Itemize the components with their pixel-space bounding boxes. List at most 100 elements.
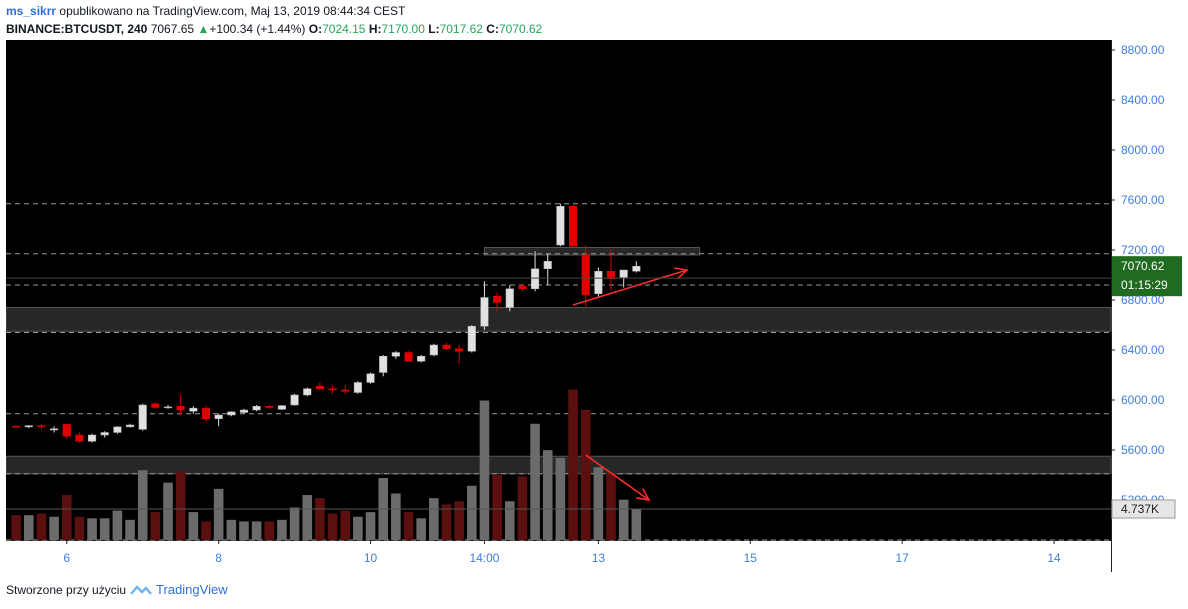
volume-bar: [391, 493, 401, 540]
open-label: O:: [308, 22, 323, 36]
candle-body: [366, 373, 375, 383]
volume-bar: [580, 409, 591, 540]
volume-bar: [74, 516, 85, 540]
volume-bar: [125, 519, 135, 540]
volume-bar: [112, 510, 123, 540]
volume-bar: [365, 512, 376, 540]
volume-bar: [429, 498, 439, 540]
high-value: 7170.00: [381, 22, 425, 36]
candle-body: [467, 326, 476, 352]
price-axis-label: 8000.00: [1121, 143, 1165, 157]
volume-bar: [504, 501, 515, 540]
time-axis-label: 14:00: [469, 551, 499, 565]
candle-body: [88, 434, 97, 442]
tradingview-brand[interactable]: TradingView: [156, 582, 228, 597]
triangle-up-icon: ▲: [197, 22, 210, 36]
volume-bar: [403, 512, 414, 540]
candle-body: [239, 409, 249, 413]
volume-bar: [289, 507, 300, 540]
volume-bar: [188, 512, 199, 540]
candle-body: [518, 286, 527, 289]
close-label: C:: [486, 22, 499, 36]
time-axis-label: 17: [895, 551, 909, 565]
volume-bar: [264, 521, 275, 540]
candle-body: [619, 269, 628, 278]
time-axis-label: 6: [63, 551, 70, 565]
volume-bar: [49, 516, 59, 540]
chart-header-ohlc: BINANCE:BTCUSDT, 240 7067.65 ▲+100.34 (+…: [6, 22, 542, 36]
published-text: opublikowano na TradingView.com, Maj 13,…: [59, 4, 406, 18]
candle-body: [455, 348, 464, 352]
candle-body: [556, 206, 565, 246]
author-name[interactable]: ms_sikrr: [6, 4, 57, 18]
candle-body: [37, 425, 46, 427]
volume-bar: [542, 450, 553, 540]
volume-bar: [61, 495, 72, 540]
volume-bar: [555, 457, 566, 540]
candle-body: [75, 434, 84, 442]
volume-bar: [466, 485, 477, 540]
volume-badge: [1111, 499, 1176, 519]
candle-body: [505, 288, 514, 308]
candle-body: [429, 344, 438, 356]
candle-body: [315, 386, 324, 389]
chart-header-publish: ms_sikrr opublikowano na TradingView.com…: [6, 4, 405, 18]
chart-area[interactable]: 5200.005600.006000.006400.006800.007200.…: [6, 40, 1182, 572]
candle-body: [632, 266, 641, 272]
annotation-arrow-line: [572, 269, 688, 306]
volume-bar: [302, 495, 313, 540]
volume-bar: [99, 518, 110, 540]
candle-body: [138, 404, 147, 430]
time-axis-label: 8: [215, 551, 222, 565]
volume-bar: [36, 513, 47, 540]
time-axis-label: 13: [592, 551, 606, 565]
time-axis-label: 14: [1047, 551, 1061, 565]
last-price: 7067.65: [150, 22, 195, 36]
price-axis-label: 7600.00: [1121, 193, 1165, 207]
volume-bar: [251, 521, 262, 540]
price-axis-label: 8400.00: [1121, 93, 1165, 107]
candle-body: [379, 356, 388, 373]
support-resistance-zone: [6, 307, 1112, 332]
time-axis-background: [6, 540, 1111, 572]
candle-body: [493, 296, 502, 303]
candle-body: [151, 403, 160, 408]
volume-bar: [175, 471, 186, 540]
volume-bar: [492, 474, 502, 540]
candle-body: [290, 394, 299, 406]
annotation-arrow-head: [674, 267, 689, 280]
volume-bar: [163, 482, 173, 540]
footer: Stworzone przy użyciu TradingView: [6, 582, 228, 597]
candle-body: [277, 405, 286, 410]
annotation-arrow-line: [585, 454, 650, 501]
volume-bar: [631, 509, 642, 540]
open-value: 7024.15: [322, 22, 366, 36]
volume-label: 4.737K: [1121, 502, 1159, 516]
price-axis-label: 6800.00: [1121, 293, 1165, 307]
candle-body: [227, 411, 236, 416]
candle-body: [125, 424, 135, 428]
candle-body: [417, 356, 426, 362]
volume-bar: [213, 488, 224, 540]
volume-bar: [11, 515, 21, 540]
volume-bar: [201, 521, 211, 540]
price-axis-label: 6000.00: [1121, 393, 1165, 407]
price-change: +100.34 (+1.44%): [209, 22, 306, 36]
candle-body: [176, 406, 185, 411]
last-price-badge: [1112, 256, 1182, 297]
candlestick-chart[interactable]: 5200.005600.006000.006400.006800.007200.…: [6, 40, 1182, 572]
volume-bar: [315, 498, 325, 540]
low-value: 7017.62: [439, 22, 483, 36]
price-axis-label: 6400.00: [1121, 343, 1165, 357]
annotation-arrow-head: [636, 488, 651, 502]
candle-body: [569, 206, 578, 247]
volume-bar: [150, 512, 161, 540]
candle-body: [353, 382, 362, 393]
volume-bar: [353, 516, 363, 540]
price-axis-label: 5600.00: [1121, 443, 1165, 457]
price-axis-label: 8800.00: [1121, 43, 1165, 57]
volume-bar: [23, 515, 34, 540]
candle-body: [265, 406, 274, 408]
time-axis-label: 15: [744, 551, 758, 565]
volume-bar: [568, 389, 578, 540]
